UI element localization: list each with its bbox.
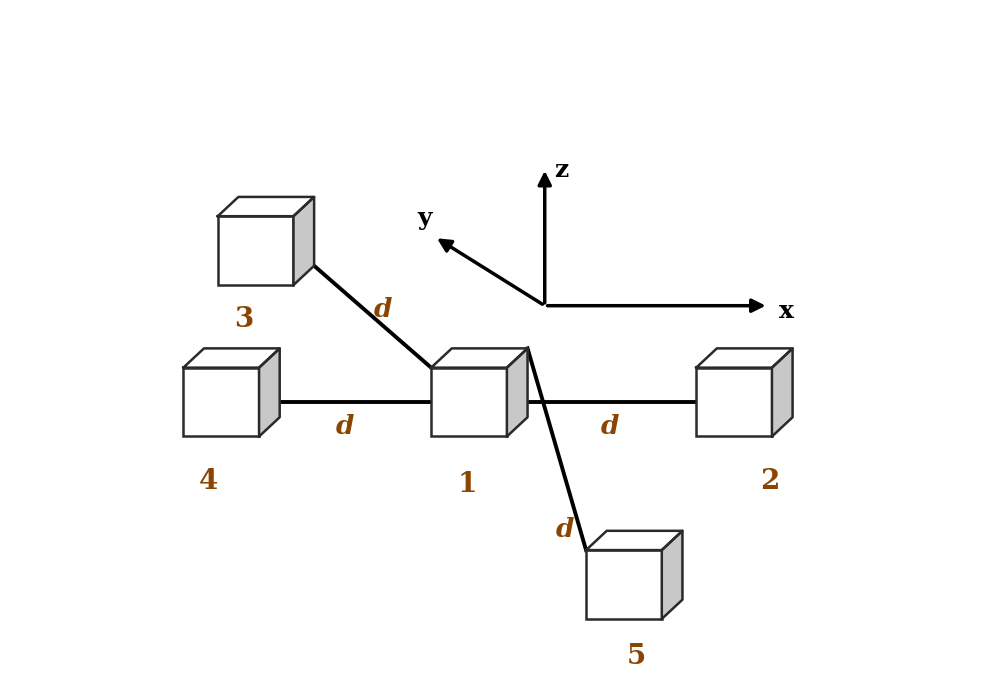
Text: 4: 4 [198,468,218,495]
Text: x: x [779,298,794,323]
Polygon shape [431,348,528,368]
Text: y: y [417,206,432,230]
Polygon shape [183,348,280,368]
Text: d: d [601,414,619,439]
Polygon shape [218,197,314,217]
Bar [431,368,507,437]
Polygon shape [586,531,682,550]
Text: d: d [336,414,354,439]
Text: 3: 3 [234,306,254,333]
Text: 2: 2 [760,468,780,495]
Bar [218,217,293,285]
Text: d: d [556,517,575,542]
Bar [586,550,662,619]
Polygon shape [696,348,793,368]
Polygon shape [259,348,280,437]
Text: 5: 5 [627,643,646,670]
Bar [696,368,772,437]
Polygon shape [507,348,528,437]
Bar [183,368,259,437]
Text: 1: 1 [457,471,477,498]
Polygon shape [293,197,314,285]
Polygon shape [662,531,682,619]
Polygon shape [772,348,793,437]
Text: d: d [374,296,392,321]
Text: z: z [554,158,568,182]
